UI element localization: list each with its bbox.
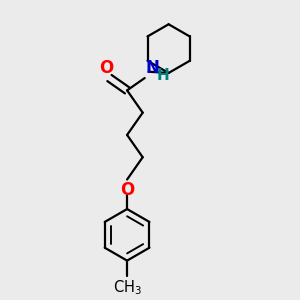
Text: CH$_3$: CH$_3$ [112, 279, 142, 297]
Text: O: O [100, 58, 114, 76]
Text: N: N [145, 59, 159, 77]
Text: O: O [120, 182, 134, 200]
Text: H: H [157, 68, 169, 83]
